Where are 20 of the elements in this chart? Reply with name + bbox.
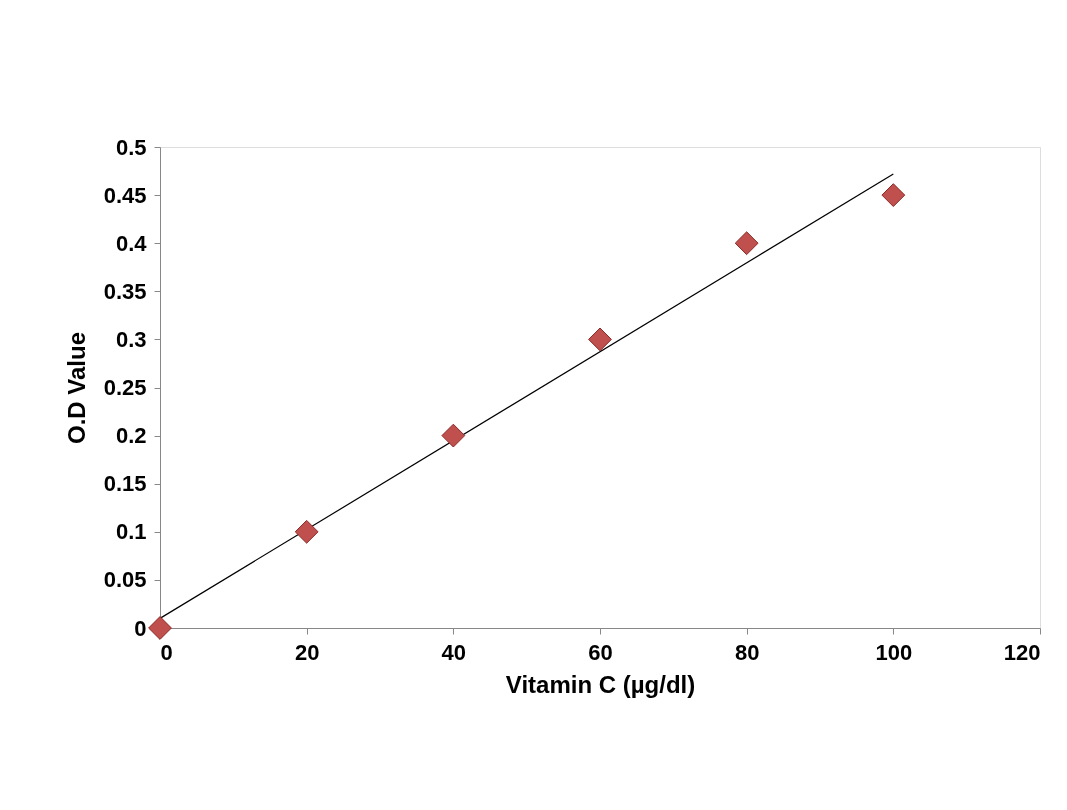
y-tick-label: 0.35 [103,278,147,304]
x-tick-label: 120 [1003,639,1041,665]
y-tick-label: 0.05 [103,567,147,593]
x-axis-title: Vitamin C (µg/dl) [505,670,696,698]
x-tick-label: 40 [441,639,467,665]
y-tick-label: 0.5 [115,134,147,160]
y-tick-label: 0 [134,615,147,641]
y-axis-title: O.D Value [62,331,90,445]
y-tick-label: 0.45 [103,182,147,208]
x-tick-label: 20 [294,639,320,665]
x-tick-label: 0 [160,639,173,665]
x-tick-label: 60 [588,639,613,665]
x-tick-label: 100 [875,639,913,665]
y-tick-label: 0.15 [103,471,147,497]
y-tick-label: 0.1 [115,519,147,545]
x-tick-label: 80 [734,639,760,665]
y-tick-label: 0.2 [115,423,147,449]
y-tick-label: 0.25 [103,375,147,400]
y-tick-label: 0.4 [115,230,148,256]
y-tick-label: 0.3 [115,326,147,352]
